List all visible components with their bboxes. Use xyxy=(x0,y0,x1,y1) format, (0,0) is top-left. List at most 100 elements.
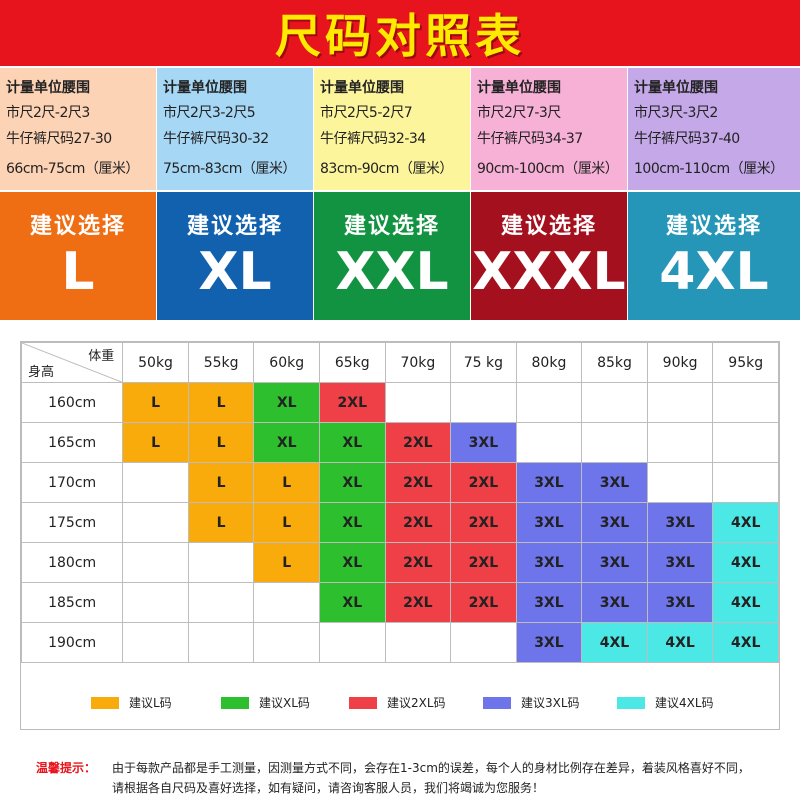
size-cell: 3XL xyxy=(581,542,648,583)
waist-chi-range: 市尺2尺5-2尺7 xyxy=(320,105,413,121)
weight-header: 60kg xyxy=(253,342,320,383)
table-row: 190cm 3XL 4XL 4XL 4XL xyxy=(20,622,779,663)
size-cell xyxy=(122,502,189,543)
weight-header: 65kg xyxy=(318,342,386,383)
size-cell: 3XL xyxy=(646,502,714,543)
page-title: 尺码对照表 xyxy=(275,9,525,63)
waist-info-title: 计量单位腰围 xyxy=(163,80,247,96)
jeans-size-range: 牛仔裤尺码27-30 xyxy=(6,131,112,147)
height-axis-label: 身高 xyxy=(28,365,55,380)
legend-label: 建议L码 xyxy=(129,696,172,710)
recommended-size: L xyxy=(61,242,95,302)
size-cell: 2XL xyxy=(384,582,452,623)
recommend-label: 建议选择 xyxy=(186,214,283,239)
size-cell: 3XL xyxy=(646,582,714,623)
size-cell: 4XL xyxy=(712,542,779,583)
size-cell: XL xyxy=(318,502,386,543)
size-cell: 2XL xyxy=(450,582,517,623)
recommend-label: 建议选择 xyxy=(500,214,597,239)
weight-header: 85kg xyxy=(581,342,648,383)
waist-cm-range: 66cm-75cm（厘米） xyxy=(6,161,139,177)
notice-text-line-1: 由于每款产品都是手工测量，因测量方式不同，会存在1-3cm的误差，每个人的身材比… xyxy=(112,761,750,775)
size-cell xyxy=(646,422,714,463)
size-cell xyxy=(581,422,648,463)
size-cell: 4XL xyxy=(646,622,714,663)
table-row: 160cm L L XL 2XL xyxy=(20,382,779,423)
height-weight-chart: 体重 身高 50kg 55kg 60kg 65kg 70kg 75 kg 80kg 85kg 9… xyxy=(20,341,780,730)
size-cell: 2XL xyxy=(384,542,452,583)
size-cell xyxy=(122,622,189,663)
weight-header: 70kg xyxy=(384,342,452,383)
size-cell: 3XL xyxy=(450,422,517,463)
size-cell xyxy=(646,382,714,423)
legend-item: 建议L码 xyxy=(91,694,172,711)
size-cell xyxy=(187,542,255,583)
size-cell: L xyxy=(187,502,255,543)
recommend-label: 建议选择 xyxy=(29,214,126,239)
size-column-xxl: 计量单位腰围 市尺2尺5-2尺7 牛仔裤尺码32-34 83cm-90cm（厘米… xyxy=(314,68,470,320)
size-cell: XL xyxy=(253,422,320,463)
size-cell: 3XL xyxy=(581,582,648,623)
size-column-xl: 计量单位腰围 市尺2尺3-2尺5 牛仔裤尺码30-32 75cm-83cm（厘米… xyxy=(157,68,313,320)
size-cell xyxy=(187,622,255,663)
recommended-size: XXXL xyxy=(472,242,626,302)
size-cell: 4XL xyxy=(712,502,779,543)
size-cell: 3XL xyxy=(515,542,583,583)
size-cell: L xyxy=(253,462,320,503)
weight-header: 50kg xyxy=(122,342,189,383)
legend-label: 建议3XL码 xyxy=(521,696,580,710)
size-cell: 3XL xyxy=(515,462,583,503)
size-cell: 4XL xyxy=(581,622,648,663)
size-cell: L xyxy=(122,382,189,423)
size-cell: XL xyxy=(318,462,386,503)
size-cell: 2XL xyxy=(384,502,452,543)
size-cell xyxy=(450,382,517,423)
legend-item: 建议4XL码 xyxy=(617,694,714,711)
size-cell xyxy=(384,382,452,423)
waist-info-title: 计量单位腰围 xyxy=(477,80,561,96)
jeans-size-range: 牛仔裤尺码37-40 xyxy=(634,131,740,147)
recommendation-4xl: 建议选择 4XL xyxy=(628,192,800,320)
notice-label: 温馨提示： xyxy=(36,761,97,775)
title-banner: 尺码对照表 xyxy=(0,0,800,66)
size-cell xyxy=(515,422,583,463)
size-cell: XL xyxy=(318,422,386,463)
size-cell: 3XL xyxy=(515,582,583,623)
legend-swatch xyxy=(617,696,645,709)
size-cell: 2XL xyxy=(450,502,517,543)
legend-item: 建议3XL码 xyxy=(483,694,580,711)
waist-cm-range: 83cm-90cm（厘米） xyxy=(320,161,453,177)
size-cell xyxy=(253,622,320,663)
recommend-label: 建议选择 xyxy=(665,214,762,239)
waist-cm-range: 90cm-100cm（厘米） xyxy=(477,161,619,177)
size-cell xyxy=(581,382,648,423)
size-cell xyxy=(712,382,779,423)
size-cell: L xyxy=(253,542,320,583)
size-cell: L xyxy=(122,422,189,463)
size-cell: 2XL xyxy=(318,382,386,423)
waist-info-xxl: 计量单位腰围 市尺2尺5-2尺7 牛仔裤尺码32-34 83cm-90cm（厘米… xyxy=(314,68,470,190)
legend-swatch xyxy=(91,696,119,709)
size-cell xyxy=(122,542,189,583)
size-cell: 3XL xyxy=(515,622,583,663)
jeans-size-range: 牛仔裤尺码34-37 xyxy=(477,131,583,147)
height-header: 185cm xyxy=(20,582,124,623)
size-cell: XL xyxy=(318,542,386,583)
recommendation-xxl: 建议选择 XXL xyxy=(314,192,470,320)
waist-info-title: 计量单位腰围 xyxy=(634,80,718,96)
size-column-l: 计量单位腰围 市尺2尺-2尺3 牛仔裤尺码27-30 66cm-75cm（厘米）… xyxy=(0,68,156,320)
legend-swatch xyxy=(349,696,377,709)
height-header: 160cm xyxy=(20,382,124,423)
weight-header: 75 kg xyxy=(450,342,517,383)
size-cell xyxy=(122,582,189,623)
recommended-size: XL xyxy=(198,242,272,302)
corner-diagonal xyxy=(22,343,124,383)
legend-label: 建议2XL码 xyxy=(387,696,446,710)
size-cell xyxy=(384,622,452,663)
height-header: 180cm xyxy=(20,542,124,583)
size-cell: XL xyxy=(318,582,386,623)
waist-info-xxxl: 计量单位腰围 市尺2尺7-3尺 牛仔裤尺码34-37 90cm-100cm（厘米… xyxy=(471,68,627,190)
size-cell: 3XL xyxy=(646,542,714,583)
size-cell: 2XL xyxy=(450,542,517,583)
size-guide-columns: 计量单位腰围 市尺2尺-2尺3 牛仔裤尺码27-30 66cm-75cm（厘米）… xyxy=(0,68,800,320)
